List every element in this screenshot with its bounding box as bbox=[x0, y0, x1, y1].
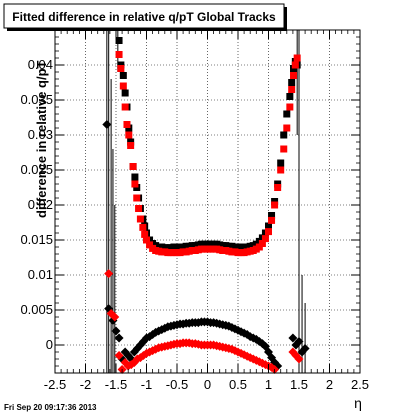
data-point-square bbox=[290, 72, 298, 79]
data-point-square bbox=[115, 51, 123, 58]
x-tick-label: 1 bbox=[265, 377, 272, 392]
data-point-diamond bbox=[114, 351, 124, 360]
x-tick-label: 0 bbox=[204, 377, 211, 392]
data-point-square bbox=[283, 110, 291, 118]
y-axis-label: difference in relative q/pT bbox=[34, 60, 49, 218]
y-tick-label: 0.01 bbox=[28, 267, 53, 282]
x-axis-label: η bbox=[354, 395, 362, 411]
y-tick-label: 0.035 bbox=[20, 92, 53, 107]
data-point-square bbox=[131, 180, 139, 188]
x-tick-label: -1.5 bbox=[105, 377, 127, 392]
y-tick-label: 0.02 bbox=[28, 197, 53, 212]
data-point-square bbox=[129, 163, 137, 170]
data-point-square bbox=[286, 103, 294, 111]
data-point-square bbox=[268, 212, 276, 219]
y-tick-label: 0.025 bbox=[20, 162, 53, 177]
data-point-square bbox=[277, 159, 285, 167]
data-point-square bbox=[291, 61, 299, 69]
y-tick-label: 0.005 bbox=[20, 302, 53, 317]
data-point-square bbox=[143, 236, 150, 244]
data-point-square bbox=[123, 121, 131, 128]
title-box: Fitted difference in relative q/pT Globa… bbox=[3, 3, 287, 31]
data-point-diamond bbox=[288, 333, 298, 343]
data-point-square bbox=[119, 82, 127, 90]
data-point-square bbox=[125, 131, 133, 139]
data-point-square bbox=[274, 184, 282, 191]
y-tick-labels: 0 0.005 0.01 0.015 0.02 0.025 0.03 0.035 0.04 bbox=[20, 57, 53, 352]
y-tick-label: 0.03 bbox=[28, 127, 53, 142]
data-point-diamond bbox=[110, 312, 120, 322]
data-point-square bbox=[280, 145, 288, 153]
data-point-square bbox=[265, 222, 272, 230]
data-point-square bbox=[141, 230, 149, 238]
data-point-diamond bbox=[111, 326, 121, 336]
data-point-square bbox=[283, 124, 291, 132]
footer-timestamp: Fri Sep 20 09:17:36 2013 bbox=[4, 403, 97, 412]
grid bbox=[55, 30, 360, 373]
x-tick-label: 0.5 bbox=[229, 377, 247, 392]
data-point-square bbox=[136, 215, 144, 223]
data-point-diamond bbox=[104, 269, 114, 279]
data-point-square bbox=[119, 72, 127, 79]
error-bars bbox=[106, 30, 306, 373]
y-tick-label: 0.04 bbox=[28, 57, 53, 72]
data-point-square bbox=[139, 223, 147, 231]
x-tick-label: 1.5 bbox=[290, 377, 308, 392]
data-point-square bbox=[268, 216, 276, 224]
data-point-diamond bbox=[102, 120, 112, 129]
data-point-square bbox=[277, 166, 285, 174]
data-point-square bbox=[288, 79, 296, 86]
data-point-square bbox=[265, 228, 272, 236]
data-point-diamond bbox=[114, 333, 124, 343]
data-point-square bbox=[121, 89, 129, 97]
data-point-square bbox=[115, 37, 123, 44]
y-tick-label: 0.015 bbox=[20, 232, 53, 247]
data-point-square bbox=[261, 235, 269, 243]
data-point-square bbox=[121, 103, 129, 111]
data-point-square bbox=[133, 194, 141, 202]
data-point-square bbox=[288, 86, 296, 93]
data-point-diamond bbox=[294, 354, 304, 364]
data-point-diamond bbox=[300, 344, 310, 353]
x-tick-label: -2 bbox=[80, 377, 92, 392]
data-point-square bbox=[117, 65, 125, 72]
x-tick-label: 2.5 bbox=[351, 377, 369, 392]
x-tick-label: -0.5 bbox=[166, 377, 188, 392]
data-point-square bbox=[127, 142, 135, 149]
data-point-square bbox=[135, 205, 143, 212]
data-point-square bbox=[258, 240, 266, 247]
x-tick-label: -1 bbox=[141, 377, 153, 392]
y-tick-label: 0 bbox=[46, 337, 53, 352]
data-point-square bbox=[286, 93, 294, 100]
data-point-square bbox=[271, 201, 279, 209]
axis-ticks bbox=[54, 29, 361, 374]
data-point-square bbox=[280, 131, 288, 139]
x-tick-label: 2 bbox=[326, 377, 333, 392]
x-tick-label: -2.5 bbox=[44, 377, 66, 392]
data-point-square bbox=[131, 173, 139, 181]
data-point-square bbox=[293, 54, 301, 62]
chart-title: Fitted difference in relative q/pT Globa… bbox=[12, 10, 276, 24]
data-point-diamond bbox=[294, 337, 304, 346]
x-tick-labels: -2.5 -2 -1.5 -1 -0.5 0 0.5 1 1.5 2 2.5 bbox=[44, 377, 369, 392]
